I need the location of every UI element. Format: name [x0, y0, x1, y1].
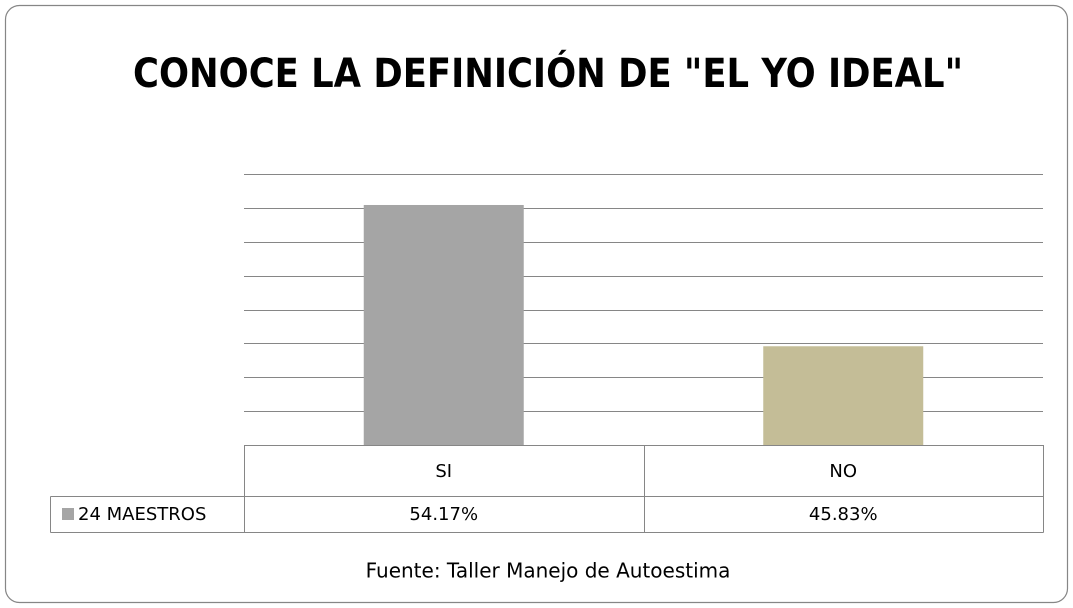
chart-border [4, 4, 1069, 604]
x-tick-label: SI [435, 461, 452, 482]
chart-title: CONOCE LA DEFINICIÓN DE "EL YO IDEAL" [133, 49, 963, 97]
x-tick-label: NO [829, 461, 857, 482]
data-label: 54.17% [409, 504, 478, 525]
data-label: 45.83% [809, 504, 878, 525]
legend-label: 24 MAESTROS [78, 504, 206, 525]
legend-key [62, 508, 74, 520]
source-note: Fuente: Taller Manejo de Autoestima [366, 559, 731, 583]
bar [763, 346, 924, 445]
bar [363, 204, 524, 445]
